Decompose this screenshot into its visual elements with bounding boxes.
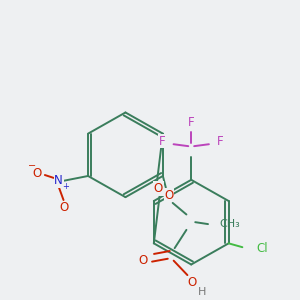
Text: F: F [188, 116, 194, 129]
Text: +: + [62, 182, 69, 191]
Text: O: O [164, 189, 173, 202]
Text: N: N [54, 174, 63, 187]
Text: O: O [154, 182, 163, 195]
Text: F: F [218, 135, 224, 148]
Text: Cl: Cl [256, 242, 268, 255]
Text: O: O [139, 254, 148, 267]
Text: O: O [32, 167, 42, 180]
Text: O: O [59, 201, 68, 214]
Text: O: O [188, 276, 197, 289]
Text: CH₃: CH₃ [220, 219, 241, 229]
Text: H: H [198, 287, 206, 297]
Text: −: − [28, 161, 36, 171]
Text: F: F [158, 135, 165, 148]
